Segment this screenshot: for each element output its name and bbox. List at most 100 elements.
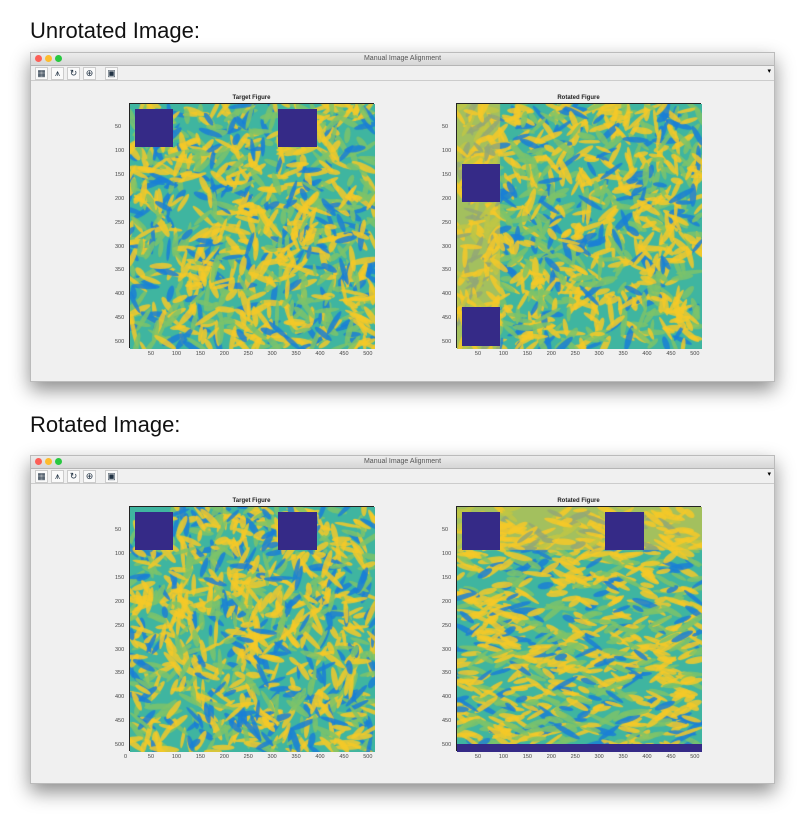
title-bar: Manual Image Alignment xyxy=(31,53,774,66)
y-tick-label: 200 xyxy=(115,195,125,202)
masked-region xyxy=(278,511,317,551)
image-axes[interactable] xyxy=(129,506,375,752)
x-tick-label: 300 xyxy=(594,351,604,357)
toolbar: ▦ ⩚ ↻ ⊕ ▣ ▾ xyxy=(31,469,774,484)
x-tick-label: 300 xyxy=(267,754,277,760)
panel-title: Rotated Figure xyxy=(557,498,600,504)
y-tick-label: 400 xyxy=(442,291,452,298)
y-tick-label: 450 xyxy=(442,315,452,322)
x-tick-label: 450 xyxy=(339,754,349,760)
x-tick-label: 450 xyxy=(666,754,676,760)
matlab-window: Manual Image Alignment ▦ ⩚ ↻ ⊕ ▣ ▾ Target Figur… xyxy=(30,52,775,382)
minimize-button[interactable] xyxy=(45,55,52,62)
minimize-button[interactable] xyxy=(45,458,52,465)
y-tick-label: 450 xyxy=(115,718,125,725)
x-tick-label: 100 xyxy=(171,351,182,357)
y-tick-label: 150 xyxy=(115,574,125,581)
image-icon: ▦ xyxy=(37,470,46,481)
y-tick-label: 500 xyxy=(442,742,452,749)
y-tick-label: 100 xyxy=(442,147,452,154)
histogram-icon: ⩚ xyxy=(54,470,61,481)
x-tick-label: 50 xyxy=(474,351,482,357)
zoom-in-icon: ⊕ xyxy=(85,67,94,78)
y-tick-label: 250 xyxy=(442,622,452,629)
image-button[interactable]: ▦ xyxy=(35,66,48,80)
close-button[interactable] xyxy=(35,55,42,62)
masked-region xyxy=(457,743,702,752)
y-tick-label: 300 xyxy=(442,646,452,653)
x-tick-label: 400 xyxy=(642,351,652,357)
x-tick-label: 50 xyxy=(147,754,155,760)
save-button[interactable]: ▣ xyxy=(105,469,118,483)
save-icon: ▣ xyxy=(107,470,116,481)
histogram-icon: ⩚ xyxy=(54,67,61,78)
section-heading: Unrotated Image: xyxy=(30,18,200,43)
x-tick-label: 150 xyxy=(195,754,205,760)
y-tick-label: 100 xyxy=(115,147,125,154)
histogram-button[interactable]: ⩚ xyxy=(51,469,64,483)
x-tick-label: 0 xyxy=(124,754,128,760)
x-tick-label: 350 xyxy=(291,351,301,357)
image-button[interactable]: ▦ xyxy=(35,469,48,483)
masked-region xyxy=(605,511,644,551)
masked-region xyxy=(278,108,317,148)
maximize-button[interactable] xyxy=(55,55,62,62)
maximize-button[interactable] xyxy=(55,458,62,465)
masked-region xyxy=(134,108,174,148)
y-tick-label: 300 xyxy=(115,646,125,653)
masked-region xyxy=(461,307,501,346)
toolbar-overflow-chevron-icon[interactable]: ▾ xyxy=(767,471,771,478)
x-tick-label: 300 xyxy=(267,351,277,357)
y-tick-label: 400 xyxy=(442,694,452,701)
section-heading: Rotated Image: xyxy=(30,412,181,437)
y-tick-label: 500 xyxy=(115,339,125,346)
histogram-button[interactable]: ⩚ xyxy=(51,66,64,80)
x-tick-label: 200 xyxy=(546,351,556,357)
y-tick-label: 200 xyxy=(442,598,452,605)
zoom-in-button[interactable]: ⊕ xyxy=(83,66,96,80)
image-axes[interactable] xyxy=(456,103,702,349)
masked-region xyxy=(461,511,501,551)
close-button[interactable] xyxy=(35,458,42,465)
x-tick-label: 350 xyxy=(618,351,628,357)
panel-title: Target Figure xyxy=(232,498,271,504)
save-button[interactable]: ▣ xyxy=(105,66,118,80)
x-tick-label: 50 xyxy=(147,351,155,357)
image-axes[interactable] xyxy=(456,506,702,752)
y-tick-label: 200 xyxy=(115,598,125,605)
rotate-button[interactable]: ↻ xyxy=(67,469,80,483)
window-title: Manual Image Alignment xyxy=(363,458,442,465)
window-controls xyxy=(35,55,62,62)
y-tick-label: 50 xyxy=(115,526,122,533)
x-tick-label: 500 xyxy=(690,754,700,760)
x-tick-label: 300 xyxy=(594,754,604,760)
y-tick-label: 350 xyxy=(442,670,452,677)
masked-region xyxy=(461,163,501,203)
window-controls xyxy=(35,458,62,465)
x-tick-label: 400 xyxy=(642,754,652,760)
toolbar-overflow-chevron-icon[interactable]: ▾ xyxy=(767,68,771,75)
rotate-button[interactable]: ↻ xyxy=(67,66,80,80)
y-tick-label: 300 xyxy=(115,243,125,250)
y-tick-label: 450 xyxy=(442,718,452,725)
x-tick-label: 400 xyxy=(315,754,325,760)
panel-title: Target Figure xyxy=(232,95,271,101)
y-tick-label: 350 xyxy=(442,267,452,274)
x-tick-label: 150 xyxy=(522,351,532,357)
x-tick-label: 200 xyxy=(219,351,229,357)
zoom-in-button[interactable]: ⊕ xyxy=(83,469,96,483)
y-tick-label: 100 xyxy=(115,550,125,557)
x-tick-label: 350 xyxy=(618,754,628,760)
y-tick-label: 250 xyxy=(442,219,452,226)
x-tick-label: 500 xyxy=(363,754,373,760)
y-tick-label: 50 xyxy=(442,526,449,533)
y-tick-label: 150 xyxy=(442,574,452,581)
rotate-icon: ↻ xyxy=(69,67,78,78)
x-tick-label: 150 xyxy=(522,754,532,760)
masked-region xyxy=(134,511,174,551)
image-axes[interactable] xyxy=(129,103,375,349)
matlab-window: Manual Image Alignment ▦ ⩚ ↻ ⊕ ▣ ▾ Target Figur… xyxy=(30,455,775,784)
y-tick-label: 150 xyxy=(115,171,125,178)
save-icon: ▣ xyxy=(107,67,116,78)
title-bar: Manual Image Alignment xyxy=(31,456,774,469)
